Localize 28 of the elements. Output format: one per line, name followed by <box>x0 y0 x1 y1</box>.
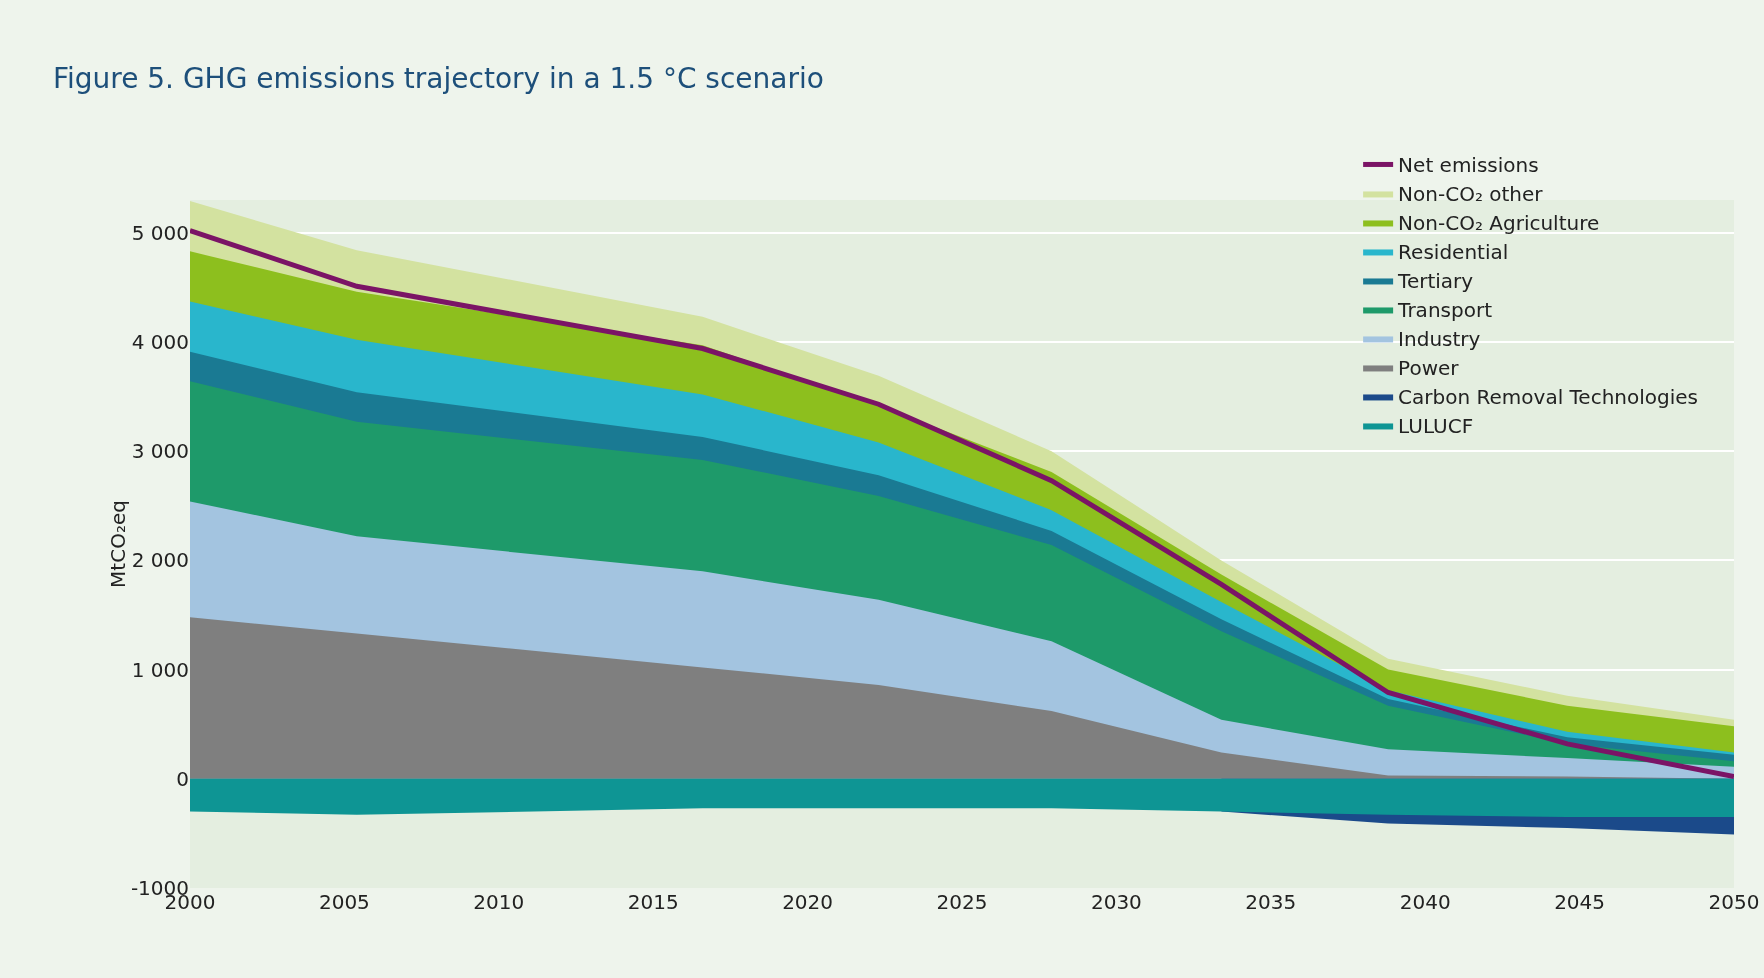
y-tick-label: 3 000 <box>131 439 189 464</box>
x-tick-label: 2010 <box>473 890 525 914</box>
chart-title: Figure 5. GHG emissions trajectory in a 1.5 °C scenario <box>52 62 824 96</box>
x-tick-label: 2035 <box>1245 890 1297 914</box>
x-tick-label: 2040 <box>1399 890 1451 914</box>
x-tick-label: 2050 <box>1708 890 1760 914</box>
y-tick-label: 5 000 <box>131 220 189 245</box>
x-tick-label: 2005 <box>318 890 370 914</box>
x-tick-label: 2020 <box>782 890 834 914</box>
legend-label: Net emissions <box>1398 153 1539 178</box>
x-tick-label: 2015 <box>627 890 679 914</box>
y-tick-label: 1 000 <box>131 657 189 682</box>
legend-label: Non-CO₂ Agriculture <box>1398 211 1600 236</box>
legend-label: Carbon Removal Technologies <box>1398 385 1699 410</box>
x-tick-label: 2025 <box>936 890 988 914</box>
legend-label: Residential <box>1398 240 1509 265</box>
legend-label: LULUCF <box>1398 414 1474 439</box>
x-tick-label: 2045 <box>1554 890 1606 914</box>
y-axis-title: MtCO₂eq <box>105 500 130 588</box>
legend-label: Industry <box>1398 327 1481 352</box>
legend-label: Non-CO₂ other <box>1398 182 1544 207</box>
y-tick-label: 4 000 <box>131 329 189 354</box>
y-tick-label: 2 000 <box>131 548 189 573</box>
x-tick-label: 2030 <box>1090 890 1142 914</box>
legend-label: Power <box>1398 356 1460 381</box>
y-tick-label: 0 <box>176 766 189 791</box>
legend-label: Tertiary <box>1397 269 1474 294</box>
legend-label: Transport <box>1397 298 1493 323</box>
